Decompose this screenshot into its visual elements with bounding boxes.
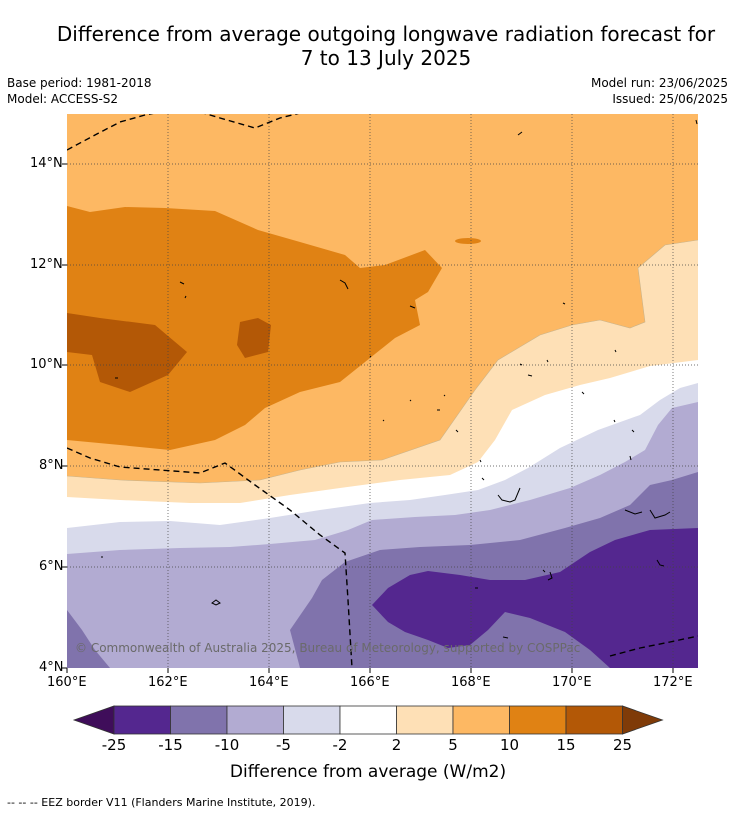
map-plot-area (67, 114, 698, 668)
contour-band-minus-10-15 (67, 610, 110, 668)
lat-label-10n: 10°N (30, 357, 63, 372)
colorbar-segment (452, 705, 510, 735)
eez-borders (67, 114, 698, 668)
lon-label-170e: 170°E (552, 675, 592, 690)
lat-label-12n: 12°N (30, 257, 63, 272)
colorbar-tick-label: 25 (612, 736, 633, 754)
lat-label-8n: 8°N (39, 458, 64, 473)
map-title: Difference from average outgoing longwav… (0, 22, 736, 70)
colorbar-segment (565, 705, 623, 735)
colorbar-tick-label: -5 (276, 736, 291, 754)
lon-label-172e: 172°E (653, 675, 693, 690)
lat-label-14n: 14°N (30, 156, 63, 171)
model-name: Model: ACCESS-S2 (7, 92, 119, 106)
colorbar-tick-label: 2 (391, 736, 402, 754)
colorbar-extend-low (72, 705, 115, 735)
lon-label-166e: 166°E (350, 675, 390, 690)
colorbar-tick-label: -15 (158, 736, 183, 754)
colorbar-segment (509, 705, 567, 735)
colorbar-extend-high (622, 705, 664, 735)
colorbar-tick-label: 5 (448, 736, 458, 754)
colorbar-tick-label: 10 (499, 736, 520, 754)
model-run: Model run: 23/06/2025 (590, 76, 728, 90)
colorbar (72, 705, 664, 735)
colorbar-tick-label: -10 (214, 736, 240, 754)
colorbar-tick-label: 15 (556, 736, 576, 754)
meta-left: Base period: 1981-2018 Model: ACCESS-S2 (7, 75, 152, 107)
colorbar-segment (170, 705, 228, 735)
lon-label-168e: 168°E (451, 675, 491, 690)
colorbar-segment (226, 705, 284, 735)
contour-band-15-25 (67, 313, 187, 392)
axis-ticks (62, 163, 674, 673)
lat-label-4n: 4°N (39, 660, 64, 675)
colorbar-segment (396, 705, 454, 735)
contour-blob-15-25 (237, 318, 271, 358)
colorbar-tick-label: -25 (101, 736, 127, 754)
lat-label-6n: 6°N (39, 559, 64, 574)
colorbar-segment (339, 705, 397, 735)
lon-label-164e: 164°E (249, 675, 289, 690)
colorbar-segment (113, 705, 171, 735)
colorbar-segment (283, 705, 341, 735)
colorbar-tick-label: -2 (332, 736, 348, 754)
map-title-line2: 7 to 13 July 2025 (300, 46, 472, 70)
eez-footer-note: -- -- -- EEZ border V11 (Flanders Marine… (7, 796, 316, 809)
colorbar-title: Difference from average (W/m2) (229, 762, 507, 782)
meta-right: Model run: 23/06/2025 Issued: 25/06/2025 (591, 75, 728, 107)
lon-label-160e: 160°E (47, 675, 87, 690)
contour-band-minus-15-25 (372, 528, 698, 668)
islands (101, 119, 698, 639)
graticule (67, 114, 698, 668)
issued-date: Issued: 25/06/2025 (612, 92, 728, 106)
map-title-line1: Difference from average outgoing longwav… (56, 22, 716, 46)
contour-blob-10-15 (455, 238, 481, 244)
lon-label-162e: 162°E (148, 675, 188, 690)
base-period: Base period: 1981-2018 (7, 76, 152, 90)
copyright-notice: © Commonwealth of Australia 2025, Bureau… (75, 641, 581, 655)
